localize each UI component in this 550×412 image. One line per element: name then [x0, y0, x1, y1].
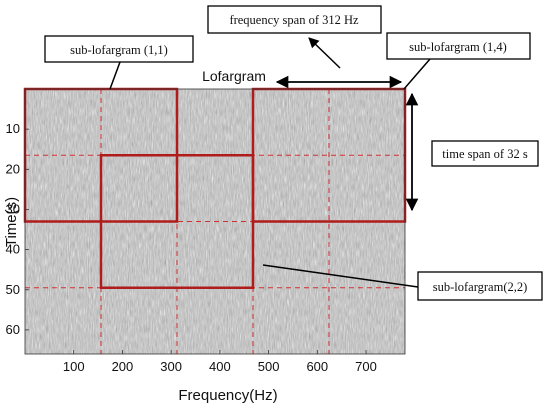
- callout-box: [417, 271, 543, 301]
- y-tick-label: 30: [6, 201, 20, 216]
- frequency-span-pointer: [308, 37, 341, 69]
- y-tick-label: 50: [6, 282, 20, 297]
- y-tick-label: 10: [6, 121, 20, 136]
- callout-box: [207, 5, 382, 34]
- y-tick-label: 20: [6, 161, 20, 176]
- x-tick-label: 500: [258, 359, 280, 374]
- callout-sub-lofargram-1-4: sub-lofargram (1,4): [386, 32, 531, 90]
- y-tick-label: 60: [6, 322, 20, 337]
- callout-sub-lofargram-2-2: sub-lofargram(2,2): [262, 264, 543, 301]
- x-tick-label: 200: [112, 359, 134, 374]
- y-axis-label: Time(s): [3, 197, 20, 247]
- callout-frequency-span: frequency span of 312 Hz: [207, 5, 403, 89]
- chart-title: Lofargram: [202, 68, 266, 84]
- sub-lofargram-box-2-2: [99, 154, 255, 289]
- x-tick-label: 300: [160, 359, 182, 374]
- y-tick-label: 40: [6, 242, 20, 257]
- callout-time-span: time span of 32 s: [405, 92, 539, 212]
- plot-frame: [24, 88, 406, 355]
- x-axis-label: Frequency(Hz): [178, 387, 277, 404]
- callout-box: [44, 35, 194, 63]
- callout-label: sub-lofargram (1,1): [70, 43, 168, 57]
- x-axis-ticks: 100 200 300 400 500 600 700: [63, 350, 377, 374]
- callout-label: frequency span of 312 Hz: [229, 13, 359, 27]
- callout-leader: [403, 58, 431, 90]
- callout-label: sub-lofargram (1,4): [409, 40, 507, 54]
- callout-leader: [262, 264, 419, 288]
- callout-sub-lofargram-1-1: sub-lofargram (1,1): [44, 35, 194, 90]
- callout-label: sub-lofargram(2,2): [433, 280, 528, 294]
- callout-leader: [109, 61, 121, 90]
- x-tick-label: 700: [355, 359, 377, 374]
- callout-label: time span of 32 s: [442, 147, 528, 161]
- y-axis-ticks: 10 20 30 40 50 60: [6, 121, 29, 337]
- x-tick-label: 100: [63, 359, 85, 374]
- callout-box: [431, 140, 539, 167]
- x-tick-label: 600: [306, 359, 328, 374]
- callout-box: [386, 32, 531, 60]
- x-tick-label: 400: [209, 359, 231, 374]
